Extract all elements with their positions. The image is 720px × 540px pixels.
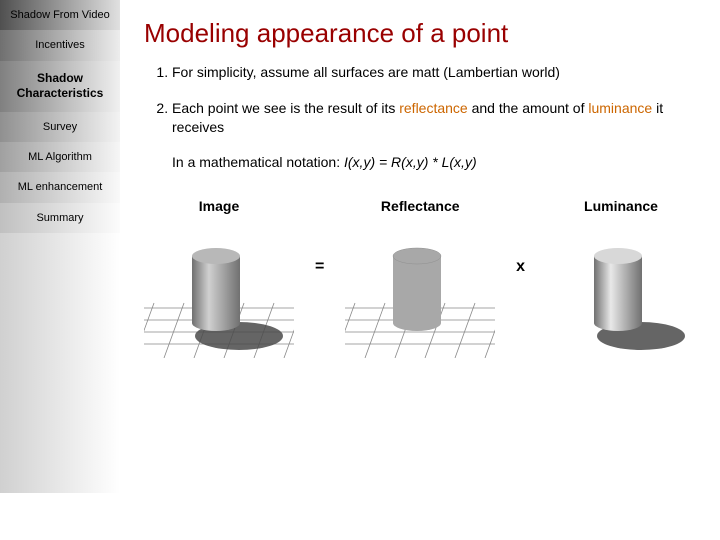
point-1: For simplicity, assume all surfaces are …	[172, 63, 696, 83]
cylinder-reflectance-icon	[345, 228, 495, 358]
point-2-mid: and the amount of	[468, 100, 589, 116]
point-2: Each point we see is the result of its r…	[172, 99, 696, 138]
main-content: Modeling appearance of a point For simpl…	[120, 0, 720, 540]
equation-prefix: In a mathematical notation:	[172, 154, 344, 170]
figure-op-times: x	[516, 258, 525, 276]
sidebar-item-ml-enhancement[interactable]: ML enhancement	[0, 172, 120, 202]
figure-label-luminance: Luminance	[584, 198, 658, 214]
sidebar-item-shadow-characteristics[interactable]: Shadow Characteristics	[0, 61, 120, 112]
equation-body: I(x,y) = R(x,y) * L(x,y)	[344, 154, 477, 170]
point-2-highlight-1: reflectance	[399, 100, 467, 116]
sidebar-fill	[0, 233, 120, 493]
sidebar-label: ML Algorithm	[28, 151, 92, 163]
figure-op-equals: =	[315, 258, 324, 276]
sidebar-item-summary[interactable]: Summary	[0, 203, 120, 233]
cylinder-luminance-icon	[546, 228, 696, 358]
figure-row: Image	[144, 198, 696, 358]
slide-title: Modeling appearance of a point	[144, 18, 696, 49]
equation-line: In a mathematical notation: I(x,y) = R(x…	[172, 154, 696, 170]
sidebar-label: Survey	[43, 121, 77, 133]
figure-label-image: Image	[199, 198, 239, 214]
figure-label-reflectance: Reflectance	[381, 198, 460, 214]
bullet-list: For simplicity, assume all surfaces are …	[144, 63, 696, 138]
sidebar-label: Incentives	[35, 39, 85, 51]
point-2-highlight-2: luminance	[588, 100, 652, 116]
sidebar-label: Shadow From Video	[10, 9, 109, 21]
sidebar-item-ml-algorithm[interactable]: ML Algorithm	[0, 142, 120, 172]
figure-image: Image	[144, 198, 294, 358]
cylinder-image-icon	[144, 228, 294, 358]
figure-luminance: Luminance	[546, 198, 696, 358]
sidebar-item-incentives[interactable]: Incentives	[0, 30, 120, 60]
point-1-text: For simplicity, assume all surfaces are …	[172, 64, 560, 80]
sidebar: Shadow From Video Incentives Shadow Char…	[0, 0, 120, 540]
point-2-pre: Each point we see is the result of its	[172, 100, 399, 116]
sidebar-item-shadow-from-video[interactable]: Shadow From Video	[0, 0, 120, 30]
sidebar-label: Summary	[36, 212, 83, 224]
sidebar-label: ML enhancement	[18, 181, 103, 193]
figure-reflectance: Reflectance	[345, 198, 495, 358]
sidebar-item-survey[interactable]: Survey	[0, 112, 120, 142]
sidebar-label: Shadow Characteristics	[17, 71, 104, 101]
